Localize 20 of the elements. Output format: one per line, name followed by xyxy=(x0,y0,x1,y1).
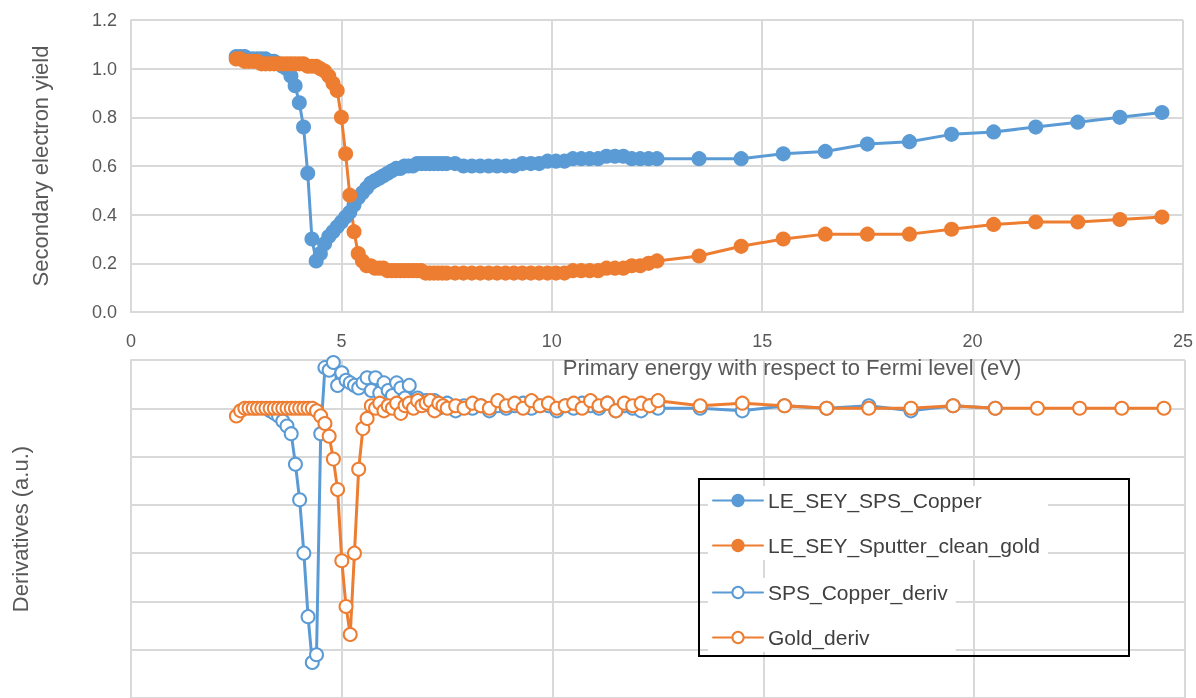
x-axis-title: Primary energy with respect to Fermi level (eV) xyxy=(562,354,1022,380)
y-tick-label: 0.6 xyxy=(91,156,117,176)
legend-label: LE_SEY_Sputter_clean_gold xyxy=(768,534,1041,558)
x-tick-label: 10 xyxy=(541,331,562,351)
y-tick-label: 0.4 xyxy=(91,204,117,225)
x-tick-label: 20 xyxy=(962,331,983,351)
x-tick-label: 15 xyxy=(752,331,773,351)
y-axis-title: Secondary electron yield xyxy=(27,45,53,287)
y-tick-label: 1.2 xyxy=(91,10,117,30)
x-tick-label: 5 xyxy=(336,331,347,351)
y-axis-title: Derivatives (a.u.) xyxy=(7,445,33,613)
x-tick-label: 25 xyxy=(1172,331,1193,351)
y-tick-label: 0.0 xyxy=(91,302,117,322)
y-tick-label: 1.0 xyxy=(91,58,117,79)
y-tick-label: 0.2 xyxy=(91,253,117,274)
legend-label: SPS_Copper_deriv xyxy=(768,581,949,605)
y-tick-label: 0.8 xyxy=(91,107,117,128)
legend-label: Gold_deriv xyxy=(768,626,871,650)
x-tick-label: 0 xyxy=(125,331,137,351)
legend-label: LE_SEY_SPS_Copper xyxy=(768,489,982,513)
